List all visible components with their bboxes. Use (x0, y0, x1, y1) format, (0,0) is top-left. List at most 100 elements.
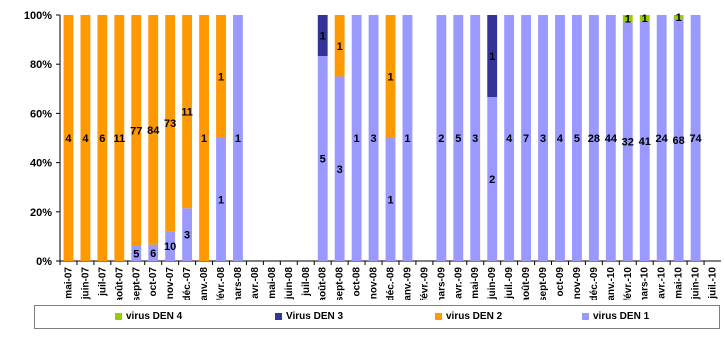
bar-segment (334, 15, 345, 77)
bar-segment (453, 15, 464, 261)
bar-segment (402, 15, 413, 261)
data-label: 1 (489, 51, 495, 63)
data-label: 1 (387, 72, 393, 84)
data-label: 41 (639, 136, 651, 148)
y-tick-label: 60% (30, 108, 52, 120)
x-tick-label: févr.-10 (623, 267, 634, 300)
legend-swatch (582, 313, 589, 320)
bar-segment (588, 15, 599, 261)
x-tick-label: nov-09 (572, 267, 583, 300)
bar-segment (199, 15, 209, 261)
data-label: 1 (387, 195, 393, 207)
data-label: 44 (605, 133, 618, 145)
legend-label: virus DEN 4 (126, 311, 183, 322)
x-tick-label: avr.-08 (250, 267, 261, 299)
y-tick-label: 20% (30, 207, 52, 219)
x-tick-label: oct-08 (352, 267, 363, 297)
bar-segment (114, 15, 125, 261)
data-label: 3 (472, 133, 478, 145)
data-label: 2 (489, 174, 495, 186)
bar-segment (673, 15, 684, 19)
chart-legend: virus DEN 4 Virus DEN 3 virus DEN 2 virus D… (34, 305, 720, 329)
legend-item: virus DEN 1 (582, 311, 649, 322)
bar-segment (487, 97, 498, 261)
bar-segment (165, 15, 176, 232)
x-tick-label: mars-10 (640, 267, 651, 300)
data-label: 1 (354, 133, 360, 145)
data-label: 68 (673, 135, 685, 147)
x-tick-label: déc.-07 (182, 267, 193, 300)
x-tick-label: janv.-09 (402, 267, 413, 300)
bar-segment (63, 15, 74, 261)
data-label: 5 (133, 249, 139, 261)
data-label: 24 (656, 133, 669, 145)
data-label: 77 (130, 126, 142, 138)
bar-segment (385, 15, 396, 138)
x-tick-label: mai-07 (63, 267, 74, 299)
data-label: 5 (320, 154, 326, 166)
y-tick-label: 40% (30, 158, 52, 170)
x-tick-label: juil.-10 (708, 267, 719, 300)
bar-segment (317, 15, 328, 56)
bar-segment (690, 15, 701, 261)
bar-segment (572, 15, 582, 261)
data-label: 6 (99, 133, 105, 145)
y-tick-label: 0% (36, 256, 52, 268)
x-tick-label: févr.-08 (216, 267, 227, 300)
data-label: 73 (164, 118, 176, 130)
x-tick-label: juin-08 (284, 267, 295, 300)
data-label: 74 (689, 133, 702, 145)
bar-segment (555, 15, 565, 261)
data-label: 1 (404, 133, 410, 145)
bar-segment (182, 15, 193, 209)
data-label: 5 (455, 133, 461, 145)
data-label: 11 (181, 107, 193, 119)
x-tick-label: janv.-08 (199, 267, 210, 300)
bar-segment (334, 76, 345, 261)
bar-segment (368, 15, 379, 261)
bar-segment (148, 15, 159, 245)
data-label: 1 (625, 14, 631, 26)
bar-segment (521, 15, 532, 261)
bar-segment (317, 56, 328, 261)
bar-segment (80, 15, 91, 261)
bar-segment (538, 15, 548, 261)
data-label: 4 (506, 133, 513, 145)
legend-swatch (275, 313, 282, 320)
data-label: 84 (147, 125, 160, 137)
data-label: 10 (164, 241, 176, 253)
x-tick-label: mai-09 (470, 267, 481, 299)
x-tick-label: juin-07 (80, 267, 91, 300)
bar-segment (216, 15, 226, 138)
x-tick-label: févr.-09 (419, 267, 430, 300)
data-label: 3 (184, 230, 190, 242)
x-tick-label: sept-09 (538, 267, 549, 300)
data-label: 3 (540, 133, 546, 145)
legend-item: Virus DEN 3 (275, 311, 343, 322)
data-label: 3 (370, 133, 376, 145)
bar-segment (673, 18, 684, 262)
x-tick-label: août-09 (521, 267, 532, 300)
bar-segment (470, 15, 481, 261)
x-tick-label: sept-07 (131, 267, 142, 300)
x-tick-label: juil-08 (301, 267, 312, 297)
data-label: 4 (557, 133, 564, 145)
bar-segment (182, 208, 193, 261)
bar-segment (165, 231, 176, 261)
legend-label: virus DEN 2 (446, 311, 503, 322)
x-tick-label: nov-08 (369, 267, 380, 300)
bar-segment (385, 138, 396, 261)
bar-segment (504, 15, 515, 261)
x-tick-label: janv.-10 (606, 267, 617, 300)
x-tick-label: oct-07 (148, 267, 159, 297)
x-tick-label: déc.-08 (386, 267, 397, 300)
legend-swatch (435, 313, 442, 320)
x-tick-label: août-07 (114, 267, 125, 300)
x-tick-label: avr.-10 (657, 267, 668, 299)
data-label: 1 (218, 72, 224, 84)
x-tick-label: juil.-09 (504, 267, 515, 300)
data-label: 5 (574, 133, 580, 145)
data-label: 1 (676, 12, 682, 24)
bar-segment (639, 15, 650, 21)
data-label: 11 (114, 133, 126, 145)
